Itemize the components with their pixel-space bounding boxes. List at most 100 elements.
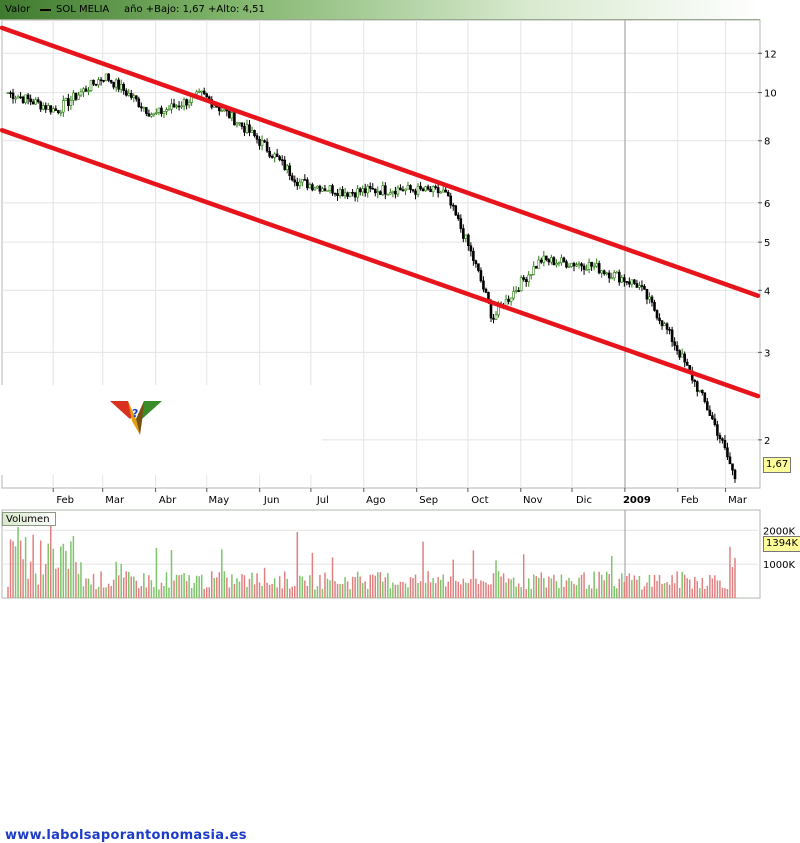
candle-body [446,191,450,197]
candle-body [439,191,442,194]
candle-body [9,92,12,95]
candle-body [527,274,531,283]
candle-body [301,179,304,183]
website-link[interactable]: www.labolsaporantonomasia.es [5,828,247,843]
candle-body [376,191,380,194]
candle-body [429,188,432,193]
candle-body [308,184,312,189]
candle-body [341,189,344,197]
candle-body [67,98,70,106]
date-axis: Feb Mar Abr May Jun Jul Ago Sep Oct Nov Dic 2009 Feb… [52,488,748,506]
x-tick-label: Sep [419,495,438,506]
candle-body [472,250,475,261]
candle-body [731,463,734,471]
candle-body [82,88,85,93]
candle-body [401,189,405,192]
candle-body [290,175,294,181]
candle-body [235,122,239,126]
candle-body [537,259,541,269]
candle-body [127,93,131,96]
candle-body [16,96,20,99]
candle-body [31,101,35,105]
candle-body [348,192,352,197]
candle-body [668,329,671,331]
candle-body [424,186,427,192]
candle-body [542,255,546,263]
candle-body [371,188,375,190]
candle-body [112,81,115,88]
x-tick-label: Mar [728,495,748,506]
candle-body [79,91,83,96]
candle-body [540,259,543,263]
candle-body [685,361,689,366]
candle-body [212,105,216,108]
candle-body [492,317,495,320]
candle-body [643,286,646,290]
candle-body [107,73,110,81]
candle-body [484,288,488,293]
candle-body [152,112,156,115]
candle-body [534,266,538,269]
candle-body [119,84,123,90]
candle-body [134,95,138,100]
candle-body [711,415,714,420]
candle-body [703,392,707,403]
candle-body [650,296,654,303]
candle-body [21,96,25,103]
candle-body [368,185,372,189]
candle-body [87,90,90,92]
candle-body [698,389,702,392]
candle-body [562,257,566,262]
candle-body [550,257,553,263]
candle-body [245,124,249,133]
candle-body [462,228,465,239]
x-tick-label: Jul [316,495,329,506]
candle-body [474,260,478,264]
candle-body [89,79,93,91]
candle-body [451,204,455,207]
candle-body [426,186,430,190]
candle-body [575,264,578,267]
x-tick-label: May [208,495,229,506]
candle-body [411,189,415,192]
candle-body [321,188,324,192]
x-tick-label: Feb [681,495,699,506]
candle-body [62,100,65,113]
series-name: SOL MELIA [56,4,110,15]
candle-body [318,185,322,192]
candle-body [560,257,563,264]
candle-body [640,285,644,287]
price-candles [6,73,737,483]
candle-body [431,186,435,193]
price-axis: 2 3 4 5 6 8 10 12 [758,49,777,447]
candle-body [361,188,364,193]
candle-body [381,185,385,195]
candle-body [580,263,583,267]
candle-body [313,187,317,191]
candle-body [195,91,198,95]
candle-body [570,262,573,267]
candle-body [673,341,676,346]
candle-body [645,289,649,300]
candle-body [351,192,354,194]
candle-body [39,101,43,110]
candle-body [459,218,463,229]
candle-body [615,271,619,274]
candle-body [44,105,48,110]
candle-body [238,122,241,125]
candle-body [228,110,231,119]
candle-body [678,350,681,358]
candle-body [545,255,548,260]
candle-body [708,409,712,416]
volume-bars [7,519,736,598]
candle-body [255,135,259,140]
candle-body [522,277,525,280]
candle-body [479,270,483,282]
candle-body [258,139,261,146]
candle-body [675,345,679,351]
candle-body [592,265,596,268]
candle-body [175,105,178,108]
candle-body [721,438,724,441]
candle-body [137,98,141,107]
candle-body [547,259,551,263]
